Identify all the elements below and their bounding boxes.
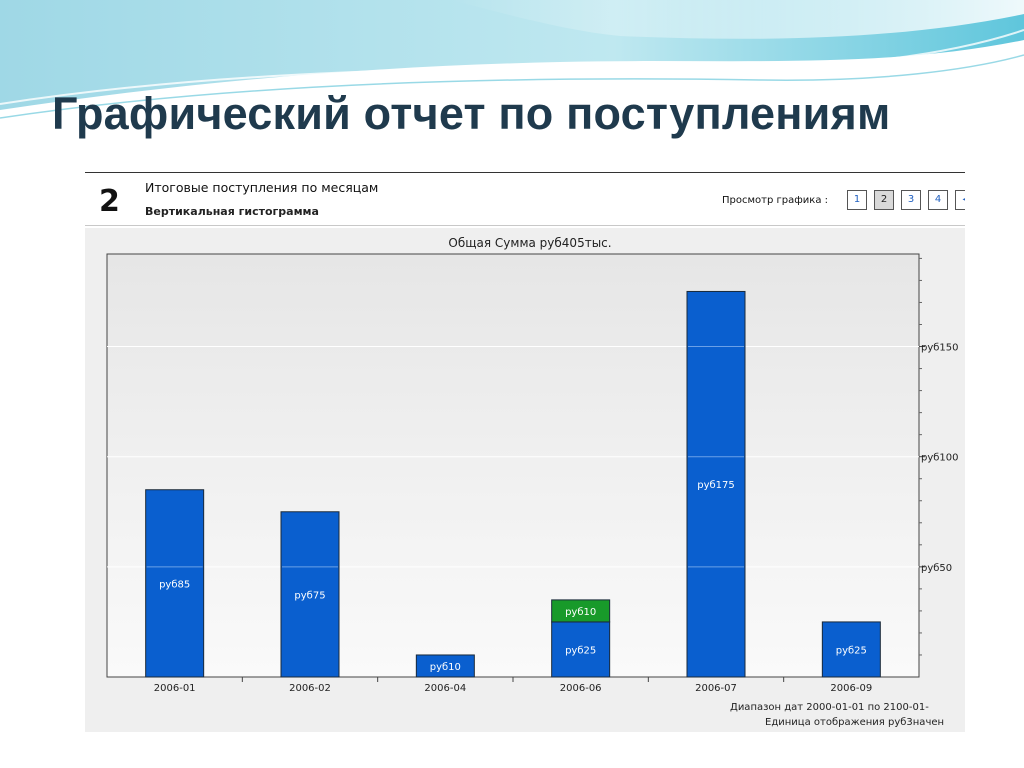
bar-value-label-2006-07-series-0: руб175 [697,480,735,491]
chart-view-button-2[interactable]: 2 [874,190,894,210]
bar-value-label-2006-02-series-0: руб75 [294,590,325,601]
display-unit-text: Единица отображения руб3начен [765,717,945,728]
y-tick-label-100: руб100 [921,453,959,464]
decorative-wave-header [0,0,1024,119]
bar-2006-07-series-0 [686,290,746,678]
bar-2006-02-series-0 [280,511,340,678]
chart-title: Общая Сумма руб405тыс. [448,236,611,250]
slide-title: Графический отчет по поступлениям [52,88,891,139]
x-tick-label-2006-02: 2006-02 [289,683,331,694]
x-tick-label-2006-01: 2006-01 [154,683,196,694]
y-tick-label-150: руб150 [921,343,959,354]
panel-top-divider [85,172,965,173]
x-tick-label-2006-09: 2006-09 [830,683,872,694]
plot-area [106,253,920,678]
chart-view-button-1[interactable]: 1 [847,190,867,210]
x-tick-label-2006-06: 2006-06 [560,683,602,694]
chart-view-button-3[interactable]: 3 [901,190,921,210]
x-tick-label-2006-07: 2006-07 [695,683,737,694]
bar-value-label-2006-06-series-1: руб10 [565,607,596,618]
bar-value-label-2006-06-series-0: руб25 [565,645,596,656]
bar-2006-06-series-1 [551,599,611,623]
report-subheading: Вертикальная гистограмма [145,205,319,218]
report-panel: 2 Итоговые поступления по месяцам Вертик… [85,172,965,732]
chart-view-button-4[interactable]: 4 [928,190,948,210]
report-number: 2 [99,184,120,219]
bar-value-label-2006-09-series-0: руб25 [836,645,867,656]
bar-2006-09-series-0 [821,621,881,678]
header-divider [85,225,965,226]
report-heading: Итоговые поступления по месяцам [145,180,379,195]
bar-chart: Общая Сумма руб405тыс. руб85 руб75 руб10 ру… [106,236,959,694]
x-tick-label-2006-04: 2006-04 [424,683,466,694]
bar-value-label-2006-01-series-0: руб85 [159,579,190,590]
chart-view-button-next[interactable]: ◂ [955,190,965,210]
chart-area: Общая Сумма руб405тыс. руб85 руб75 руб10 ру… [85,228,965,732]
y-tick-label-50: руб50 [921,563,952,574]
bar-2006-04-series-0 [415,654,475,678]
bar-value-label-2006-04-series-0: руб10 [430,662,461,673]
date-range-text: Диапазон дат 2000-01-01 по 2100-01- [730,702,929,713]
bar-2006-01-series-0 [145,489,205,678]
chart-view-label: Просмотр графика : [722,195,828,206]
